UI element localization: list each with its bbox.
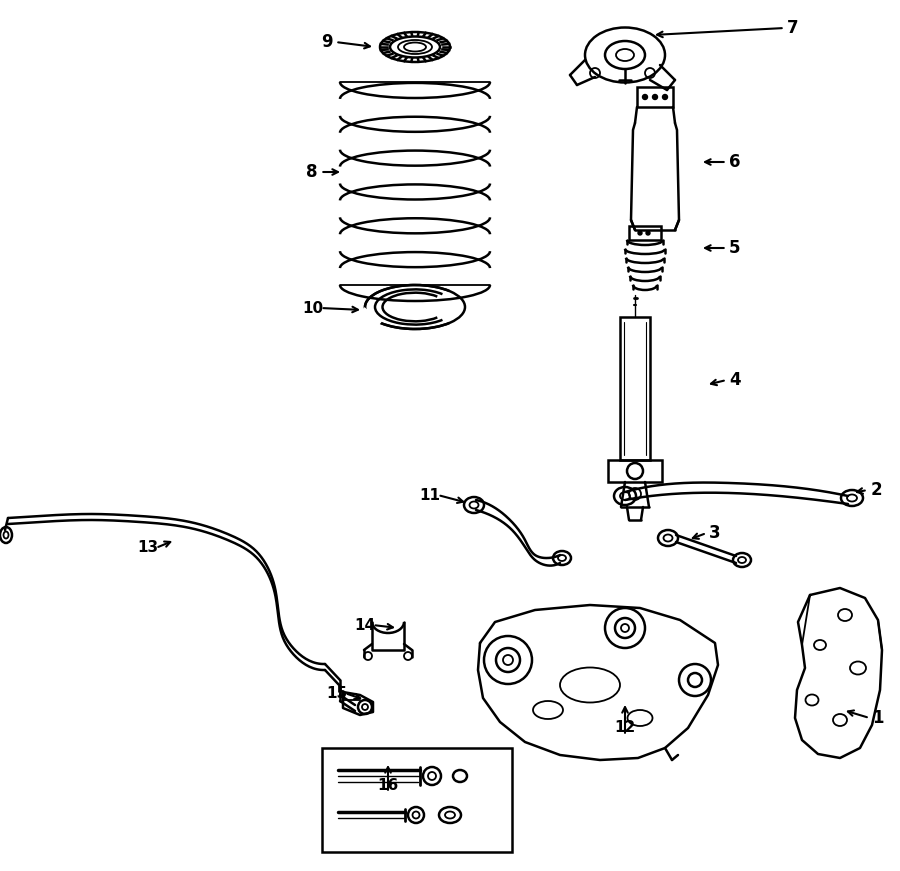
Circle shape (652, 94, 658, 99)
Text: 12: 12 (615, 720, 635, 735)
Text: 3: 3 (709, 524, 721, 542)
Text: 4: 4 (729, 371, 741, 389)
Text: 2: 2 (870, 481, 882, 499)
Text: 11: 11 (419, 488, 440, 503)
Circle shape (662, 94, 668, 99)
Bar (620, 317, 650, 460)
Bar (637, 87, 673, 107)
Text: 1: 1 (872, 709, 884, 727)
Circle shape (643, 94, 647, 99)
Text: 10: 10 (302, 300, 324, 315)
Text: 8: 8 (306, 163, 318, 181)
Text: 13: 13 (138, 541, 158, 556)
Text: 9: 9 (321, 33, 333, 51)
Bar (608, 460, 662, 482)
Text: 7: 7 (788, 19, 799, 37)
Circle shape (646, 231, 650, 235)
Bar (322, 748, 512, 852)
Circle shape (638, 231, 642, 235)
Bar (629, 226, 661, 240)
Text: 16: 16 (377, 778, 399, 793)
Text: 5: 5 (729, 239, 741, 257)
Text: 15: 15 (327, 685, 347, 700)
Text: 6: 6 (729, 153, 741, 171)
Text: 14: 14 (355, 618, 375, 632)
